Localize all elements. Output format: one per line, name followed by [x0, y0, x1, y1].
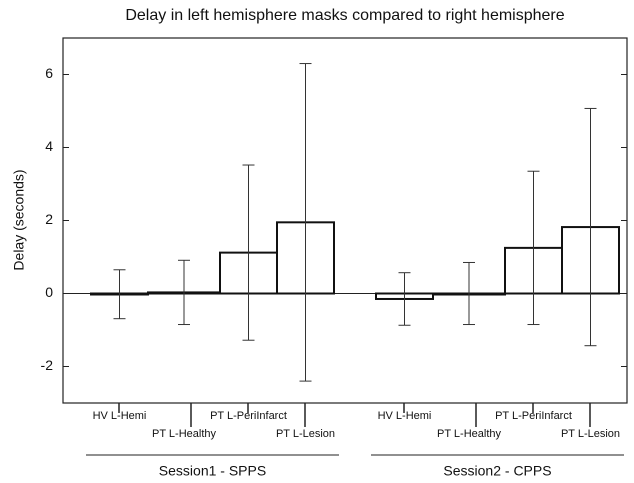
chart-title: Delay in left hemisphere masks compared …: [125, 7, 564, 24]
y-tick-label: 6: [45, 65, 53, 81]
x-tick-label: PT L-Healthy: [437, 428, 501, 440]
plot-frame: [62, 37, 628, 404]
y-tick-label: 2: [45, 211, 53, 227]
x-tick-label: HV L-Hemi: [93, 410, 147, 422]
x-tick-label: PT L-Lesion: [561, 428, 620, 440]
x-tick-label: HV L-Hemi: [378, 410, 432, 422]
group-label: Session2 - CPPS: [443, 463, 551, 479]
x-tick-label: PT L-Healthy: [152, 428, 216, 440]
x-tick-label: PT L-Lesion: [276, 428, 335, 440]
group-label: Session1 - SPPS: [159, 463, 266, 479]
y-tick-label: -2: [41, 357, 54, 373]
y-tick-label: 4: [45, 138, 53, 154]
x-tick-label: PT L-PeriInfarct: [495, 410, 572, 422]
x-tick-label: PT L-PeriInfarct: [210, 410, 287, 422]
y-tick-label: 0: [45, 284, 53, 300]
y-axis-label: Delay (seconds): [11, 169, 27, 270]
